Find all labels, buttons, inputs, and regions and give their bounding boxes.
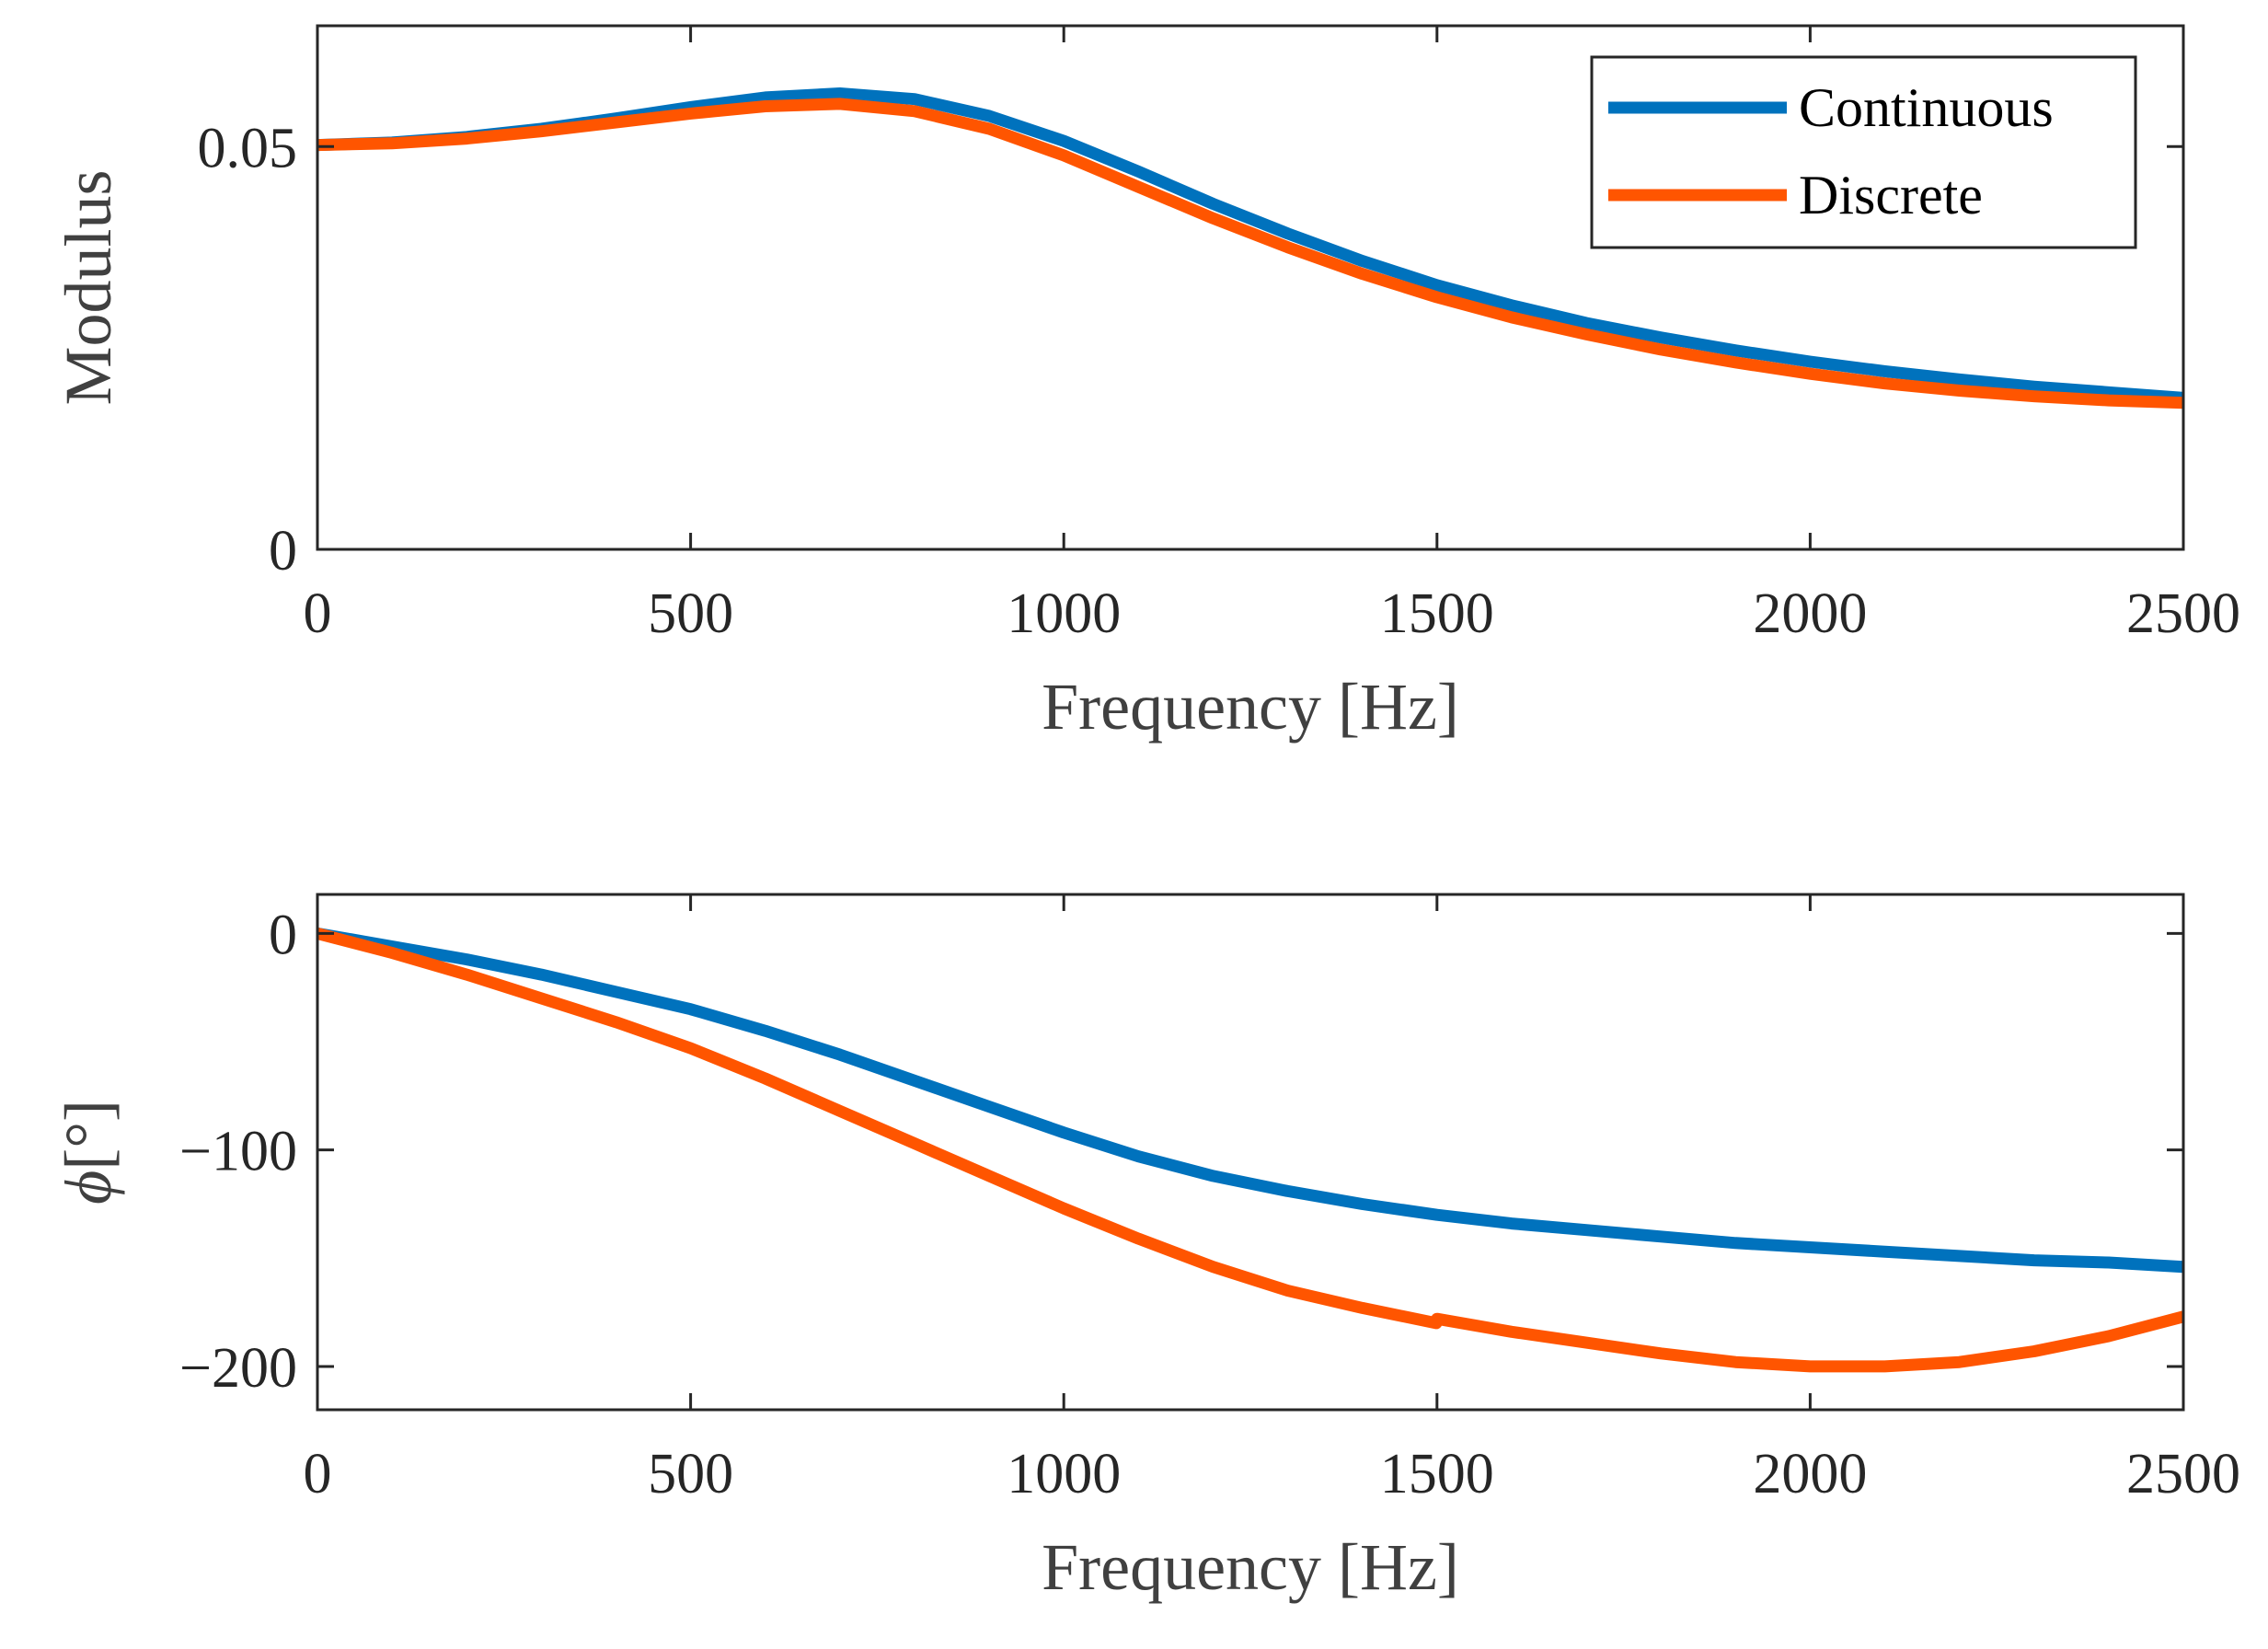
x-tick-label: 1500	[1380, 582, 1494, 645]
plot-frame	[316, 24, 2185, 551]
y-axis-title: Modulus	[52, 169, 125, 405]
y-axis-title-symbol: ϕ	[52, 1170, 125, 1205]
x-tick-label: 2500	[2126, 582, 2240, 645]
x-tick-label: 2000	[1753, 1443, 1867, 1505]
x-tick-label: 500	[648, 1443, 733, 1505]
phase-panel: 0 500 1000 1500 2000 2500 0 −100 −200 Frequency […	[52, 893, 2240, 1604]
y-tick-label: 0	[269, 520, 297, 582]
legend-label-continuous: Continuous	[1799, 77, 2054, 138]
x-tick-label: 1500	[1380, 1443, 1494, 1505]
x-tick-label: 1000	[1007, 582, 1121, 645]
y-tick-label: −100	[179, 1121, 297, 1183]
x-axis-title: Frequency [Hz]	[1042, 1530, 1459, 1604]
x-tick-label: 2000	[1753, 582, 1867, 645]
x-tick-label: 2500	[2126, 1443, 2240, 1505]
x-tick-label: 0	[304, 1443, 332, 1505]
legend-box	[1590, 55, 2137, 249]
y-tick-label: 0.05	[198, 117, 298, 179]
legend-label-discrete: Discrete	[1799, 165, 1983, 225]
y-tick-label: −200	[179, 1337, 297, 1400]
y-axis-title-unit: [°]	[52, 1100, 125, 1170]
series-line-discrete	[316, 928, 2185, 1373]
x-tick-label: 500	[648, 582, 733, 645]
series-line-discrete	[317, 98, 2184, 409]
series-line-continuous	[316, 927, 2184, 1274]
x-tick-label: 1000	[1007, 1443, 1121, 1505]
y-axis-title: ϕ[°]	[52, 1100, 125, 1205]
x-tick-label: 0	[304, 582, 332, 645]
plot-frame	[316, 893, 2185, 1412]
x-axis-title: Frequency [Hz]	[1042, 670, 1459, 744]
modulus-panel: 0 500 1000 1500 2000 2500 0 0.05 Frequency [Hz] M…	[52, 24, 2240, 744]
y-tick-label: 0	[269, 904, 297, 966]
